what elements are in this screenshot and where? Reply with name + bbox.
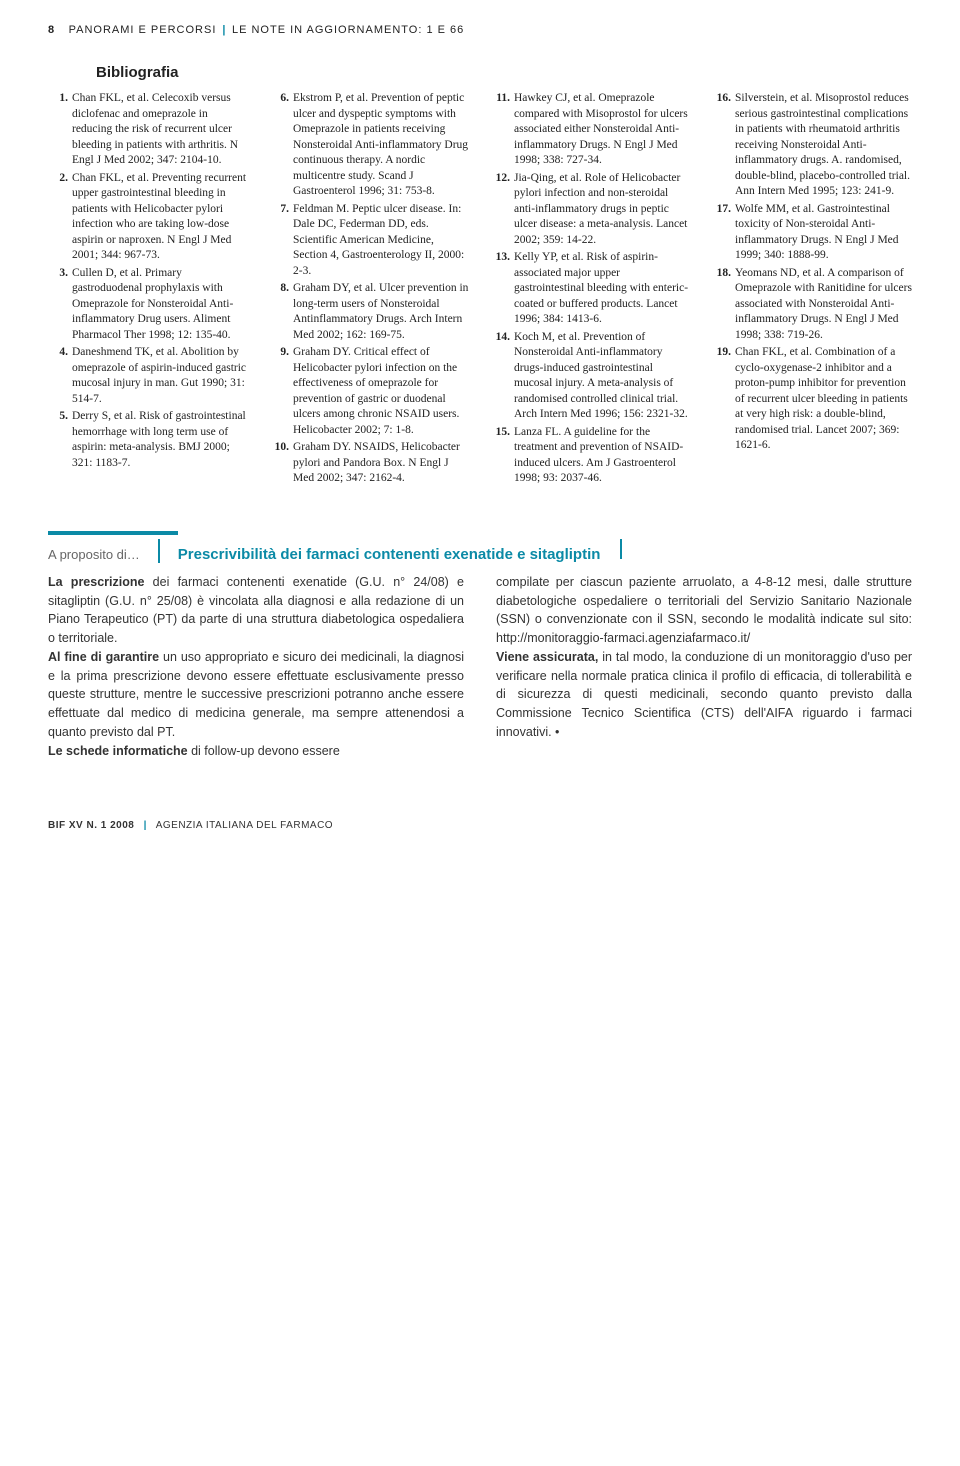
reference-item: 17.Wolfe MM, et al. Gastrointestinal tox… <box>711 202 912 264</box>
reference-number: 1. <box>48 91 68 169</box>
reference-number: 18. <box>711 266 731 344</box>
header-section: PANORAMI E PERCORSI <box>69 24 217 36</box>
reference-item: 3.Cullen D, et al. Primary gastroduodena… <box>48 266 249 344</box>
reference-item: 10.Graham DY. NSAIDS, Helicobacter pylor… <box>269 440 470 487</box>
page-number: 8 <box>48 24 55 36</box>
article-para: Viene assicurata, in tal modo, la conduz… <box>496 648 912 742</box>
lead-bold: Le schede informatiche <box>48 744 188 758</box>
reference-item: 14.Koch M, et al. Prevention of Nonstero… <box>490 330 691 423</box>
reference-text: Ekstrom P, et al. Prevention of peptic u… <box>293 91 470 200</box>
reference-text: Lanza FL. A guideline for the treatment … <box>514 425 691 487</box>
article-title: Prescrivibilità dei farmaci contenenti e… <box>178 546 601 563</box>
reference-number: 13. <box>490 250 510 328</box>
reference-text: Graham DY. Critical effect of Helicobact… <box>293 345 470 438</box>
reference-item: 5.Derry S, et al. Risk of gastrointestin… <box>48 409 249 471</box>
reference-number: 15. <box>490 425 510 487</box>
reference-number: 3. <box>48 266 68 344</box>
lead-bold: La prescrizione <box>48 575 144 589</box>
reference-number: 19. <box>711 345 731 454</box>
reference-text: Graham DY. NSAIDS, Helicobacter pylori a… <box>293 440 470 487</box>
reference-text: Koch M, et al. Prevention of Nonsteroida… <box>514 330 691 423</box>
reference-item: 16.Silverstein, et al. Misoprostol reduc… <box>711 91 912 200</box>
page-footer: BIF XV N. 1 2008 | AGENZIA ITALIANA DEL … <box>0 820 960 861</box>
reference-item: 18.Yeomans ND, et al. A comparison of Om… <box>711 266 912 344</box>
reference-item: 6.Ekstrom P, et al. Prevention of peptic… <box>269 91 470 200</box>
article-para: La prescrizione dei farmaci contenenti e… <box>48 573 464 648</box>
reference-item: 13.Kelly YP, et al. Risk of aspirin-asso… <box>490 250 691 328</box>
reference-item: 11.Hawkey CJ, et al. Omeprazole compared… <box>490 91 691 169</box>
article-body: La prescrizione dei farmaci contenenti e… <box>48 573 912 761</box>
reference-text: Chan FKL, et al. Preventing recurrent up… <box>72 171 249 264</box>
reference-text: Yeomans ND, et al. A comparison of Omepr… <box>735 266 912 344</box>
topic-separator <box>48 531 178 535</box>
reference-number: 2. <box>48 171 68 264</box>
reference-item: 4.Daneshmend TK, et al. Abolition by ome… <box>48 345 249 407</box>
page-header: 8 PANORAMI E PERCORSI | LE NOTE IN AGGIO… <box>0 0 960 56</box>
reference-number: 16. <box>711 91 731 200</box>
footer-divider: | <box>144 820 147 831</box>
reference-number: 17. <box>711 202 731 264</box>
reference-text: Feldman M. Peptic ulcer disease. In: Dal… <box>293 202 470 280</box>
reference-number: 9. <box>269 345 289 438</box>
reference-number: 10. <box>269 440 289 487</box>
reference-number: 12. <box>490 171 510 249</box>
reference-number: 6. <box>269 91 289 200</box>
header-divider: | <box>222 24 226 36</box>
reference-item: 15.Lanza FL. A guideline for the treatme… <box>490 425 691 487</box>
bibliography-column: 11.Hawkey CJ, et al. Omeprazole compared… <box>490 91 691 489</box>
article-title-endbar <box>620 539 622 559</box>
article-header: A proposito di… Prescrivibilità dei farm… <box>48 539 912 563</box>
reference-item: 19.Chan FKL, et al. Combination of a cyc… <box>711 345 912 454</box>
article-para: Al fine di garantire un uso appropriato … <box>48 648 464 742</box>
bibliography-column: 16.Silverstein, et al. Misoprostol reduc… <box>711 91 912 489</box>
footer-agency: AGENZIA ITALIANA DEL FARMACO <box>156 820 333 831</box>
reference-number: 8. <box>269 281 289 343</box>
bibliography-column: 6.Ekstrom P, et al. Prevention of peptic… <box>269 91 470 489</box>
reference-item: 9.Graham DY. Critical effect of Helicoba… <box>269 345 470 438</box>
bibliography-title: Bibliografia <box>96 64 912 81</box>
footer-issue: BIF XV N. 1 2008 <box>48 820 134 831</box>
reference-number: 4. <box>48 345 68 407</box>
article-label: A proposito di… <box>48 547 140 562</box>
bibliography-columns: 1.Chan FKL, et al. Celecoxib versus dicl… <box>48 91 912 489</box>
reference-text: Jia-Qing, et al. Role of Helicobacter py… <box>514 171 691 249</box>
reference-text: Graham DY, et al. Ulcer prevention in lo… <box>293 281 470 343</box>
reference-text: Cullen D, et al. Primary gastroduodenal … <box>72 266 249 344</box>
reference-item: 2.Chan FKL, et al. Preventing recurrent … <box>48 171 249 264</box>
reference-item: 12.Jia-Qing, et al. Role of Helicobacter… <box>490 171 691 249</box>
article-para: Le schede informatiche di follow-up devo… <box>48 742 464 761</box>
reference-item: 1.Chan FKL, et al. Celecoxib versus dicl… <box>48 91 249 169</box>
reference-text: Chan FKL, et al. Celecoxib versus diclof… <box>72 91 249 169</box>
reference-text: Chan FKL, et al. Combination of a cyclo-… <box>735 345 912 454</box>
article-divider <box>158 539 160 563</box>
lead-bold: Viene assicurata, <box>496 650 598 664</box>
para-text: di follow-up devono essere <box>188 744 340 758</box>
lead-bold: Al fine di garantire <box>48 650 159 664</box>
reference-text: Derry S, et al. Risk of gastrointestinal… <box>72 409 249 471</box>
reference-item: 7.Feldman M. Peptic ulcer disease. In: D… <box>269 202 470 280</box>
reference-item: 8.Graham DY, et al. Ulcer prevention in … <box>269 281 470 343</box>
bibliography-column: 1.Chan FKL, et al. Celecoxib versus dicl… <box>48 91 249 489</box>
reference-text: Daneshmend TK, et al. Abolition by omepr… <box>72 345 249 407</box>
reference-text: Silverstein, et al. Misoprostol reduces … <box>735 91 912 200</box>
article-para: compilate per ciascun paziente arruolato… <box>496 573 912 648</box>
reference-number: 11. <box>490 91 510 169</box>
reference-text: Hawkey CJ, et al. Omeprazole compared wi… <box>514 91 691 169</box>
reference-number: 14. <box>490 330 510 423</box>
reference-number: 5. <box>48 409 68 471</box>
reference-text: Wolfe MM, et al. Gastrointestinal toxici… <box>735 202 912 264</box>
para-text: compilate per ciascun paziente arruolato… <box>496 575 912 645</box>
reference-text: Kelly YP, et al. Risk of aspirin-associa… <box>514 250 691 328</box>
article-col-left: La prescrizione dei farmaci contenenti e… <box>48 573 464 761</box>
article-col-right: compilate per ciascun paziente arruolato… <box>496 573 912 761</box>
reference-number: 7. <box>269 202 289 280</box>
header-subtitle: LE NOTE IN AGGIORNAMENTO: 1 E 66 <box>232 24 464 36</box>
